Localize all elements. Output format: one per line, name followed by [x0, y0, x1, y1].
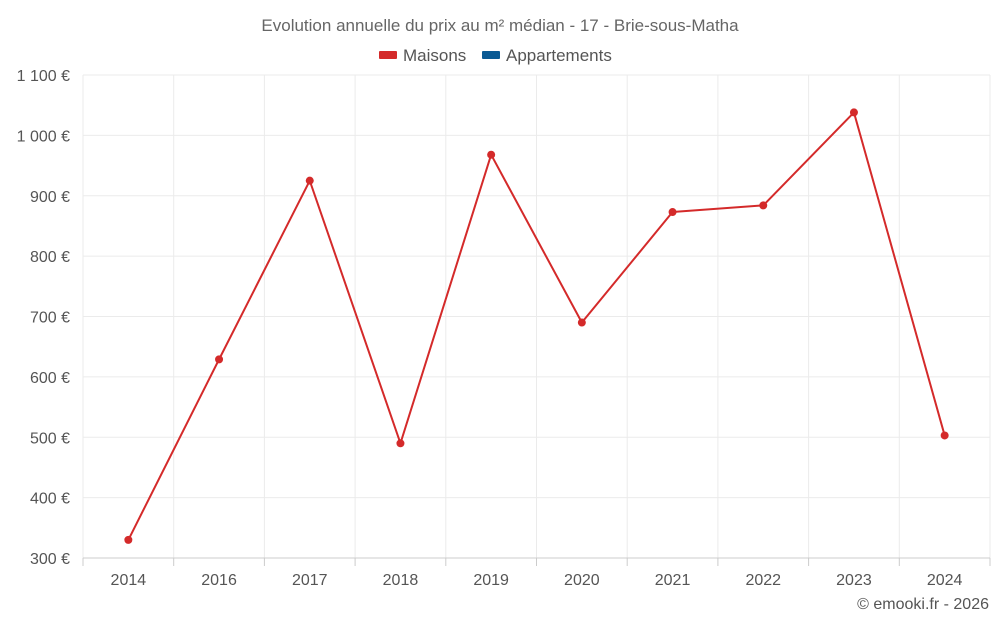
- x-tick-label: 2024: [927, 572, 963, 589]
- legend-item-appartements[interactable]: Appartements: [482, 46, 612, 65]
- data-point-maisons[interactable]: [305, 176, 314, 185]
- x-tick-label: 2019: [473, 572, 509, 589]
- legend: Maisons Appartements: [379, 46, 612, 65]
- y-tick-label: 700 €: [30, 310, 70, 327]
- data-point-maisons[interactable]: [215, 355, 224, 364]
- y-tick-label: 1 000 €: [17, 128, 70, 145]
- legend-label-appartements: Appartements: [506, 46, 612, 65]
- x-tick-label: 2020: [564, 572, 600, 589]
- y-tick-label: 500 €: [30, 430, 70, 447]
- y-tick-label: 900 €: [30, 189, 70, 206]
- data-point-maisons[interactable]: [759, 201, 768, 210]
- legend-swatch-appartements: [482, 51, 500, 59]
- data-point-maisons[interactable]: [124, 535, 133, 544]
- legend-label-maisons: Maisons: [403, 46, 466, 65]
- y-tick-label: 1 100 €: [17, 68, 70, 85]
- axes: 300 € 400 € 500 € 600 € 700 € 800 € 900 € 1 000…: [17, 68, 991, 589]
- y-tick-label: 300 €: [30, 551, 70, 568]
- data-point-maisons[interactable]: [668, 208, 677, 217]
- grid: [82, 74, 991, 558]
- data-point-maisons[interactable]: [940, 431, 949, 440]
- x-tick-label: 2018: [383, 572, 419, 589]
- data-point-maisons[interactable]: [487, 150, 496, 159]
- y-tick-label: 600 €: [30, 370, 70, 387]
- chart-title: Evolution annuelle du prix au m² médian …: [261, 16, 739, 35]
- x-tick-label: 2023: [836, 572, 872, 589]
- legend-item-maisons[interactable]: Maisons: [379, 46, 466, 65]
- x-tick-label: 2021: [655, 572, 691, 589]
- x-tick-label: 2016: [201, 572, 237, 589]
- data-point-maisons[interactable]: [577, 318, 586, 327]
- data-point-maisons[interactable]: [396, 439, 405, 448]
- legend-swatch-maisons: [379, 51, 397, 59]
- x-tick-label: 2017: [292, 572, 328, 589]
- x-tick-label: 2022: [745, 572, 781, 589]
- data-point-maisons[interactable]: [849, 108, 858, 117]
- y-tick-label: 800 €: [30, 249, 70, 266]
- credit-text: © emooki.fr - 2026: [857, 596, 989, 613]
- series-maisons: [124, 108, 949, 544]
- x-tick-label: 2014: [111, 572, 147, 589]
- y-tick-label: 400 €: [30, 491, 70, 508]
- series-line-maisons: [127, 111, 946, 541]
